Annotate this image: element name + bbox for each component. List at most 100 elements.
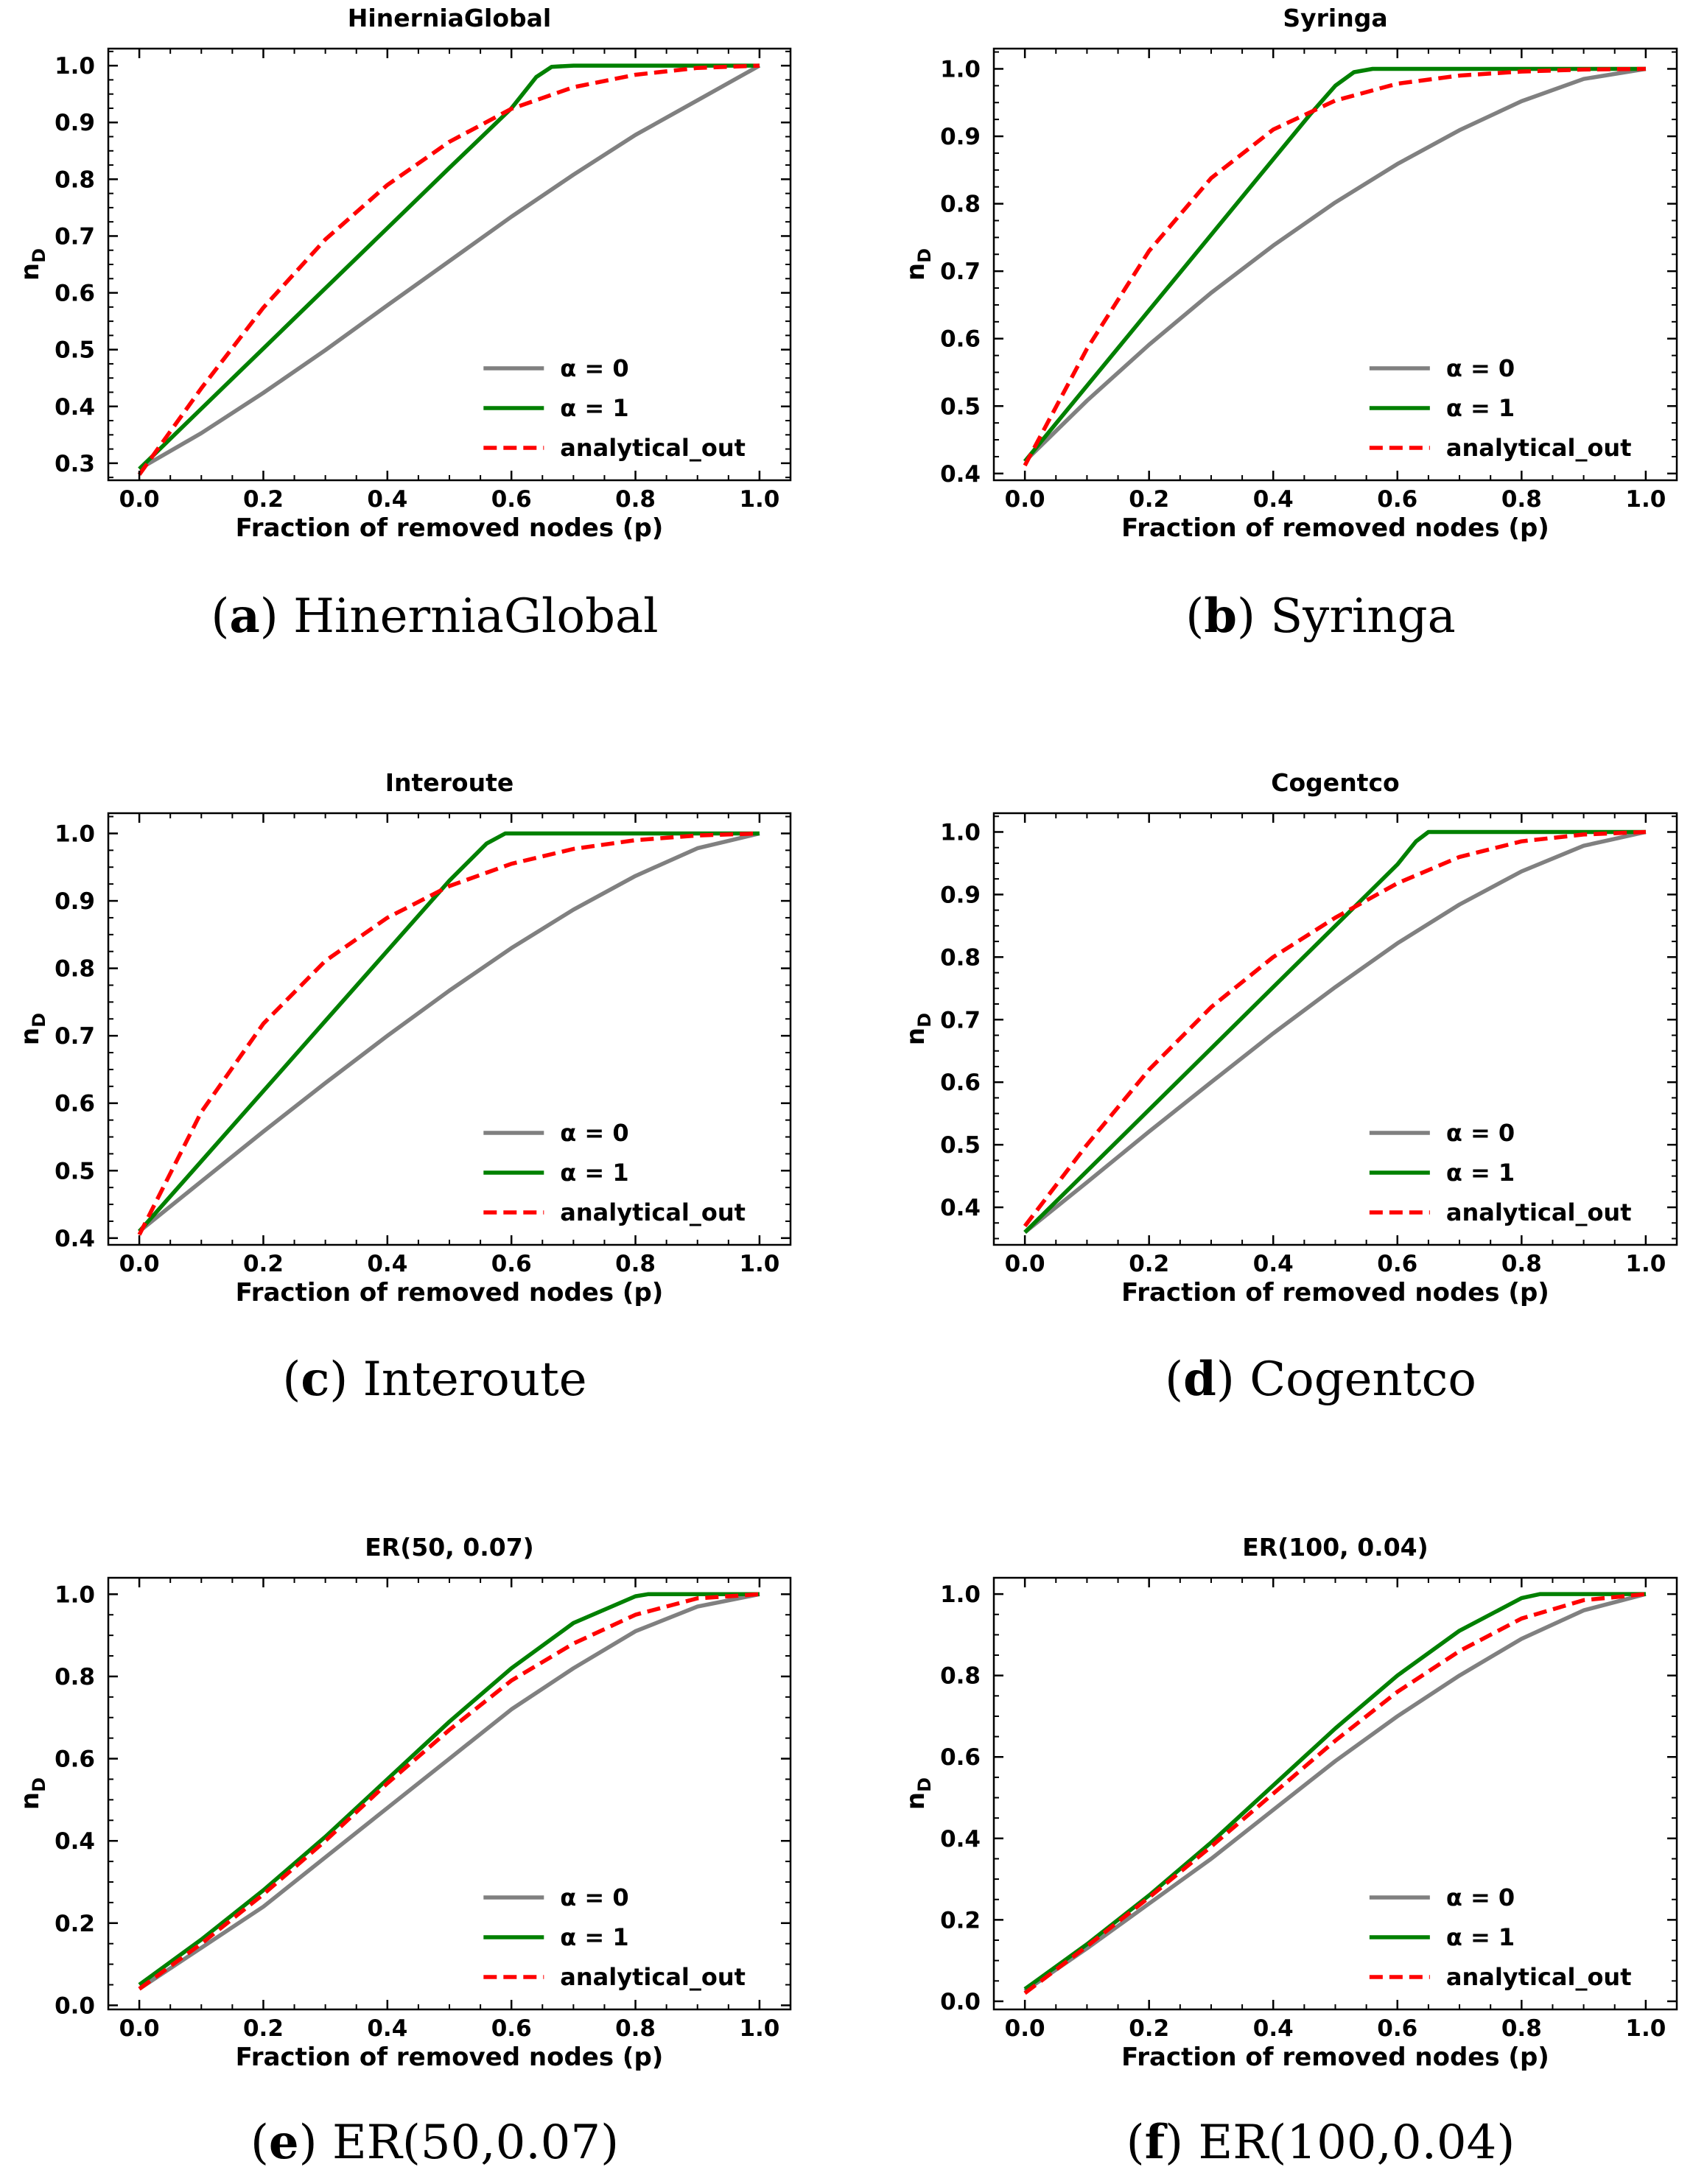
x-tick-label: 0.8 <box>615 2015 656 2042</box>
legend-label: analytical_out <box>560 1963 746 1991</box>
y-tick-label: 0.4 <box>940 1195 981 1221</box>
x-tick-label: 0.6 <box>491 1251 532 1277</box>
y-tick-label: 0.5 <box>940 1132 981 1159</box>
caption-paren-close: ) <box>1237 589 1270 644</box>
chart-title: ER(100, 0.04) <box>1242 1533 1428 1562</box>
caption-paren-close: ) <box>260 589 293 644</box>
axes-frame <box>107 1576 792 2011</box>
y-tick-label: 0.9 <box>940 124 981 150</box>
legend-label: analytical_out <box>1446 1963 1632 1991</box>
y-tick-label: 0.8 <box>55 956 95 983</box>
y-tick-label: 0.8 <box>940 1663 981 1690</box>
figure-caption: (d) Cogentco <box>1165 1352 1476 1407</box>
caption-text: Syringa <box>1270 589 1455 644</box>
x-tick-label: 0.2 <box>243 486 284 513</box>
caption-paren-open: ( <box>1126 2115 1145 2170</box>
caption-text: Cogentco <box>1249 1352 1476 1407</box>
caption-paren-open: ( <box>1185 589 1204 644</box>
series-line-alpha-1 <box>138 1592 760 1987</box>
chart-title: Interoute <box>385 768 514 797</box>
chart-panel-d: Cogentco 0.0 0.2 0.4 0.6 0.8 1.0 0.4 0.5 0.6 0.7 0.… <box>901 768 1678 1407</box>
y-tick-label: 1.0 <box>940 1581 981 1608</box>
legend-label: analytical_out <box>1446 1198 1632 1226</box>
y-tick-label: 0.8 <box>940 944 981 971</box>
figure-caption: (a) HinerniaGlobal <box>211 589 658 644</box>
y-axis-label-sub: D <box>914 248 935 263</box>
legend-label: α = 0 <box>1446 1119 1515 1147</box>
y-tick-label: 0.4 <box>940 461 981 488</box>
x-tick-label: 1.0 <box>1625 1251 1666 1277</box>
chart-title: Cogentco <box>1271 768 1399 797</box>
x-axis-label: Fraction of removed nodes (p) <box>1121 513 1549 543</box>
x-tick-label: 0.0 <box>119 2015 160 2042</box>
x-tick-label: 0.2 <box>1129 486 1169 513</box>
x-tick-label: 0.0 <box>119 1251 160 1277</box>
series-line-analytical-out <box>138 1592 760 1991</box>
y-axis-label-main: n <box>15 1028 45 1045</box>
y-tick-label: 0.8 <box>940 192 981 218</box>
x-tick-label: 0.8 <box>1501 2015 1542 2042</box>
y-tick-label: 0.3 <box>55 451 95 477</box>
y-tick-label: 0.8 <box>55 166 95 193</box>
legend-label: α = 1 <box>560 1159 628 1187</box>
y-axis-label-sub: D <box>29 248 49 263</box>
plot-area <box>138 1592 760 1991</box>
chart-title: HinerniaGlobal <box>348 4 551 32</box>
caption-label: e <box>269 2115 299 2170</box>
y-tick-label: 0.5 <box>55 337 95 364</box>
series-line-alpha-0 <box>138 1592 760 1991</box>
x-tick-label: 0.4 <box>367 486 407 513</box>
legend-label: analytical_out <box>1446 434 1632 462</box>
y-axis-label: nD <box>15 1777 49 1810</box>
y-axis-label-main: n <box>15 263 45 281</box>
caption-text: ER(50,0.07) <box>332 2115 619 2170</box>
x-axis-label: Fraction of removed nodes (p) <box>1121 2043 1549 2072</box>
y-axis-label: nD <box>901 1013 935 1045</box>
chart-panel-b: Syringa 0.0 0.2 0.4 0.6 0.8 1.0 0.4 0.5 0.6 0.7 0.8… <box>901 4 1678 644</box>
legend-label: α = 0 <box>1446 1883 1515 1911</box>
y-tick-label: 0.9 <box>940 882 981 908</box>
x-tick-label: 0.8 <box>1501 1251 1542 1277</box>
plot-area <box>1023 829 1647 1235</box>
figure-caption: (e) ER(50,0.07) <box>250 2115 619 2170</box>
x-axis-label: Fraction of removed nodes (p) <box>1121 1278 1549 1307</box>
y-tick-label: 1.0 <box>940 56 981 82</box>
x-tick-label: 0.6 <box>1377 2015 1417 2042</box>
y-tick-label: 0.5 <box>55 1158 95 1184</box>
y-axis-label-sub: D <box>914 1777 935 1792</box>
caption-paren-close: ) <box>329 1352 362 1407</box>
x-tick-label: 0.8 <box>615 1251 656 1277</box>
y-axis-label: nD <box>15 1013 49 1045</box>
x-tick-label: 0.0 <box>1005 486 1045 513</box>
y-tick-label: 0.6 <box>55 1746 95 1773</box>
y-axis-label-sub: D <box>914 1013 935 1028</box>
x-tick-label: 0.6 <box>491 2015 532 2042</box>
x-tick-label: 1.0 <box>739 486 779 513</box>
y-tick-label: 0.7 <box>940 1007 981 1033</box>
legend-label: α = 1 <box>560 394 628 422</box>
chart-panel-f: ER(100, 0.04) 0.0 0.2 0.4 0.6 0.8 1.0 0.0 0.2 0.4… <box>901 1533 1678 2170</box>
x-tick-label: 0.2 <box>243 1251 284 1277</box>
series-line-analytical-out <box>1023 1592 1647 1995</box>
caption-text: HinerniaGlobal <box>293 589 659 644</box>
x-tick-label: 1.0 <box>1625 486 1666 513</box>
y-axis-label-sub: D <box>29 1013 49 1028</box>
legend-label: α = 1 <box>1446 1923 1515 1951</box>
chart-panel-e: ER(50, 0.07) 0.0 0.2 0.4 0.6 0.8 1.0 0.0 0.2 0.4 0… <box>15 1533 792 2170</box>
y-tick-label: 0.2 <box>940 1907 981 1934</box>
caption-paren-close: ) <box>1216 1352 1249 1407</box>
y-tick-label: 0.0 <box>55 1992 95 2019</box>
series-line-analytical-out <box>137 63 760 476</box>
y-axis-label: nD <box>901 1777 935 1810</box>
y-tick-label: 0.6 <box>940 1070 981 1096</box>
y-tick-label: 0.8 <box>55 1664 95 1690</box>
series-line-alpha-1 <box>138 831 760 1233</box>
y-tick-label: 1.0 <box>55 1581 95 1608</box>
y-tick-label: 0.7 <box>55 223 95 250</box>
caption-paren-open: ( <box>282 1352 301 1407</box>
legend-label: α = 1 <box>560 1923 628 1951</box>
figure-caption: (c) Interoute <box>282 1352 586 1407</box>
axes-frame <box>992 1576 1678 2011</box>
y-tick-label: 0.6 <box>940 1744 981 1771</box>
